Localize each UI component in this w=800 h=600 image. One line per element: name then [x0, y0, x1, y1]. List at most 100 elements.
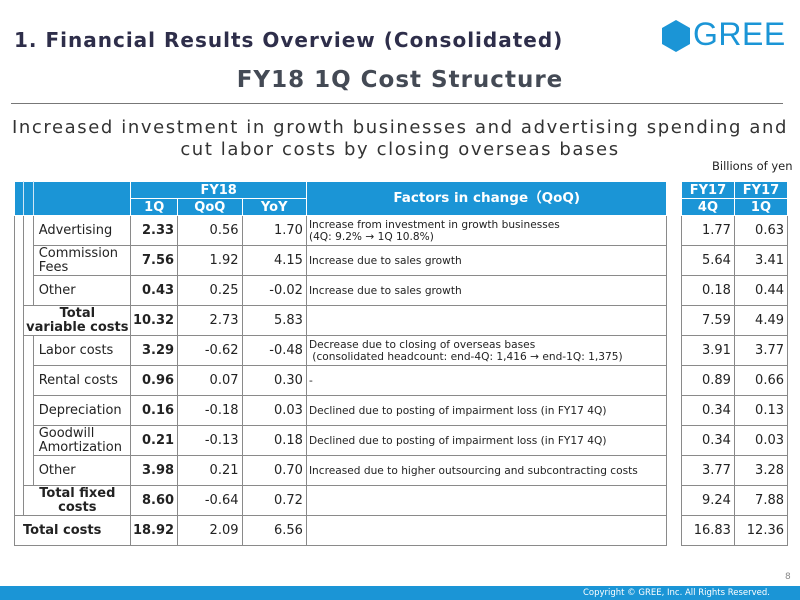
gap-cell: [666, 245, 682, 276]
value-qoq: -0.62: [177, 335, 243, 366]
value-fy17-1q: 0.63: [733, 215, 789, 246]
row-label-line: costs: [58, 499, 97, 515]
table-row: Advertising 2.33 0.56 1.70 Increase from…: [13, 215, 789, 246]
factor-line: (4Q: 9.2% → 1Q 10.8%): [308, 230, 434, 243]
value-qoq: -0.13: [177, 425, 243, 456]
row-label: Commission Fees: [32, 245, 132, 276]
factor-text: Declined due to posting of impairment lo…: [305, 425, 668, 456]
value-fy17-1q: 0.13: [733, 395, 789, 426]
value-yoy: 0.72: [241, 485, 307, 516]
value-fy17-1q: 3.28: [733, 455, 789, 486]
value-1q: 0.96: [130, 365, 179, 396]
value-1q: 0.43: [130, 275, 179, 306]
indent-cell: [13, 245, 25, 276]
factor-text: [305, 515, 668, 546]
factor-text: -: [305, 365, 668, 396]
cost-structure-table: FY18 Factors in change（QoQ) FY17 FY17 1Q…: [13, 181, 789, 546]
indent-cell: [13, 365, 25, 396]
value-fy17-1q: 3.41: [733, 245, 789, 276]
header-yoy: YoY: [241, 198, 307, 216]
header-blank: [32, 181, 132, 216]
value-yoy: 1.70: [241, 215, 307, 246]
value-fy17-1q: 4.49: [733, 305, 789, 336]
indent-cell: [23, 245, 34, 276]
row-label: Total costs: [13, 515, 132, 546]
value-1q: 0.21: [130, 425, 179, 456]
subtitle-line-2: cut labor costs by closing overseas base…: [180, 139, 620, 160]
header-row-2: 1Q QoQ YoY 4Q 1Q: [15, 198, 789, 216]
header-blank: [13, 181, 25, 216]
value-fy17-4q: 3.91: [680, 335, 735, 366]
table-row: Goodwill Amortization 0.21 -0.13 0.18 De…: [13, 425, 789, 456]
indent-cell: [23, 455, 34, 486]
indent-cell: [13, 455, 25, 486]
value-1q: 0.16: [130, 395, 179, 426]
value-1q: 2.33: [130, 215, 179, 246]
header-blank: [23, 181, 34, 216]
value-fy17-4q: 1.77: [680, 215, 735, 246]
subtitle-line-1: Increased investment in growth businesse…: [11, 117, 789, 138]
header-fy17-a: FY17: [680, 181, 735, 199]
value-1q: 3.98: [130, 455, 179, 486]
slide-subtitle: Increased investment in growth businesse…: [0, 117, 800, 161]
value-qoq: 0.56: [177, 215, 243, 246]
indent-cell: [23, 395, 34, 426]
header-4q: 4Q: [680, 198, 735, 216]
factor-line: (consolidated headcount: end-4Q: 1,416 →…: [308, 350, 623, 363]
value-yoy: -0.02: [241, 275, 307, 306]
value-yoy: 0.18: [241, 425, 307, 456]
value-1q: 3.29: [130, 335, 179, 366]
gap-cell: [666, 275, 682, 306]
gap-cell: [666, 485, 682, 516]
factor-text: [305, 485, 668, 516]
value-1q: 10.32: [130, 305, 179, 336]
value-qoq: 1.92: [177, 245, 243, 276]
value-qoq: 0.21: [177, 455, 243, 486]
value-1q: 8.60: [130, 485, 179, 516]
value-fy17-4q: 9.24: [680, 485, 735, 516]
gap-cell: [666, 395, 682, 426]
row-label-line: Total fixed: [39, 485, 116, 501]
value-fy17-1q: 12.36: [733, 515, 789, 546]
indent-cell: [13, 395, 25, 426]
table-row: Depreciation 0.16 -0.18 0.03 Declined du…: [13, 395, 789, 426]
value-fy17-4q: 3.77: [680, 455, 735, 486]
row-label: Labor costs: [32, 335, 132, 366]
factor-text: Increased due to higher outsourcing and …: [305, 455, 668, 486]
header-row-1: FY18 Factors in change（QoQ) FY17 FY17: [13, 181, 789, 216]
indent-cell: [23, 275, 34, 306]
indent-cell: [13, 485, 25, 516]
unit-note: Billions of yen: [712, 159, 793, 173]
header-factors: Factors in change（QoQ): [305, 181, 668, 216]
header-fy17-b: FY17: [733, 181, 789, 199]
value-yoy: -0.48: [241, 335, 307, 366]
value-fy17-4q: 16.83: [680, 515, 735, 546]
slide-title: FY18 1Q Cost Structure: [236, 67, 564, 93]
value-fy17-1q: 7.88: [733, 485, 789, 516]
value-yoy: 0.70: [241, 455, 307, 486]
factor-text: Increase due to sales growth: [305, 245, 668, 276]
value-yoy: 0.30: [241, 365, 307, 396]
indent-cell: [23, 425, 34, 456]
indent-cell: [23, 335, 34, 366]
header-gap: [666, 181, 682, 216]
table-row: Other 0.43 0.25 -0.02 Increase due to sa…: [13, 275, 789, 306]
indent-cell: [13, 275, 25, 306]
gap-cell: [666, 305, 682, 336]
value-fy17-4q: 0.18: [680, 275, 735, 306]
copyright: Copyright © GREE, Inc. All Rights Reserv…: [582, 588, 770, 598]
header-1q-prev: 1Q: [733, 198, 789, 216]
row-label-line: Fees: [38, 259, 69, 275]
row-label: Advertising: [32, 215, 132, 246]
header-qoq: QoQ: [177, 198, 243, 216]
value-fy17-4q: 0.89: [680, 365, 735, 396]
gap-cell: [666, 335, 682, 366]
gap-cell: [666, 515, 682, 546]
table-row: Other 3.98 0.21 0.70 Increased due to hi…: [13, 455, 789, 486]
value-yoy: 4.15: [241, 245, 307, 276]
gap-cell: [666, 215, 682, 246]
title-divider: [11, 103, 783, 104]
page-number: 8: [785, 572, 791, 582]
value-fy17-1q: 3.77: [733, 335, 789, 366]
factor-line: Decrease due to closing of overseas base…: [308, 338, 536, 351]
